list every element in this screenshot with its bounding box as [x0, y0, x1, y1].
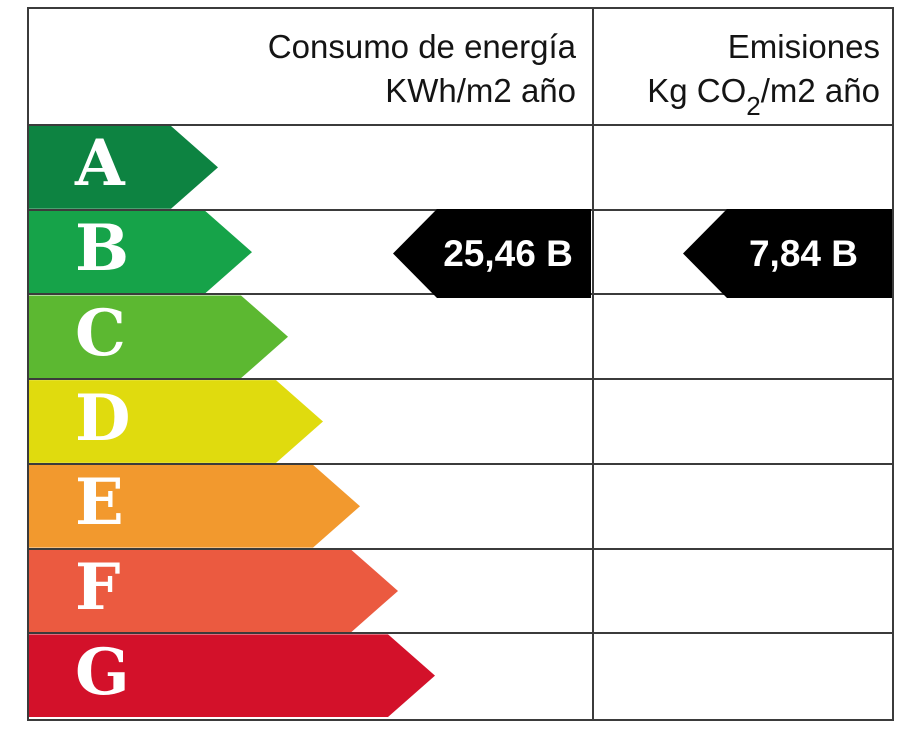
table-header: Consumo de energía KWh/m2 año Emisiones …	[29, 9, 892, 126]
rating-arrow-c-icon: C	[29, 295, 288, 378]
rating-letter-c: C	[75, 295, 126, 371]
header-emisiones-line1: Emisiones	[727, 28, 880, 65]
rating-letter-a: A	[75, 126, 125, 202]
rating-letter-d: D	[75, 380, 131, 456]
rating-row-c: C	[29, 295, 892, 381]
rating-row-f: F	[29, 550, 892, 635]
rating-letter-b: B	[75, 211, 130, 287]
column-divider	[592, 9, 594, 719]
energy-rating-table: Consumo de energía KWh/m2 año Emisiones …	[27, 7, 894, 721]
rating-arrow-g-icon: G	[29, 634, 435, 717]
rating-arrow-e-icon: E	[29, 465, 360, 548]
rating-letter-g: G	[75, 634, 130, 710]
rating-rows: A B C D E F	[29, 126, 892, 717]
rating-row-a: A	[29, 126, 892, 211]
rating-row-d: D	[29, 380, 892, 465]
header-emisiones: Emisiones Kg CO2/m2 año	[592, 9, 892, 124]
rating-arrow-b-icon: B	[29, 211, 252, 294]
header-emisiones-line2: Kg CO2/m2 año	[647, 71, 880, 122]
rating-row-e: E	[29, 465, 892, 550]
rating-arrow-f-icon: F	[29, 550, 398, 633]
rating-arrow-a-icon: A	[29, 126, 218, 209]
rating-row-g: G	[29, 634, 892, 717]
rating-letter-e: E	[75, 465, 124, 541]
consumo-value-left-arrow-icon: 25,46 B	[393, 209, 591, 298]
header-consumo-line1: Consumo de energía	[267, 28, 576, 65]
emisiones-value-left-arrow-icon: 7,84 B	[683, 209, 892, 298]
rating-arrow-d-icon: D	[29, 380, 323, 463]
consumo-value-label: 25,46 B	[443, 232, 573, 274]
emisiones-value-label: 7,84 B	[748, 232, 858, 274]
header-consumo-line2: KWh/m2 año	[385, 71, 576, 109]
header-consumo: Consumo de energía KWh/m2 año	[29, 9, 592, 124]
rating-letter-f: F	[75, 549, 121, 625]
